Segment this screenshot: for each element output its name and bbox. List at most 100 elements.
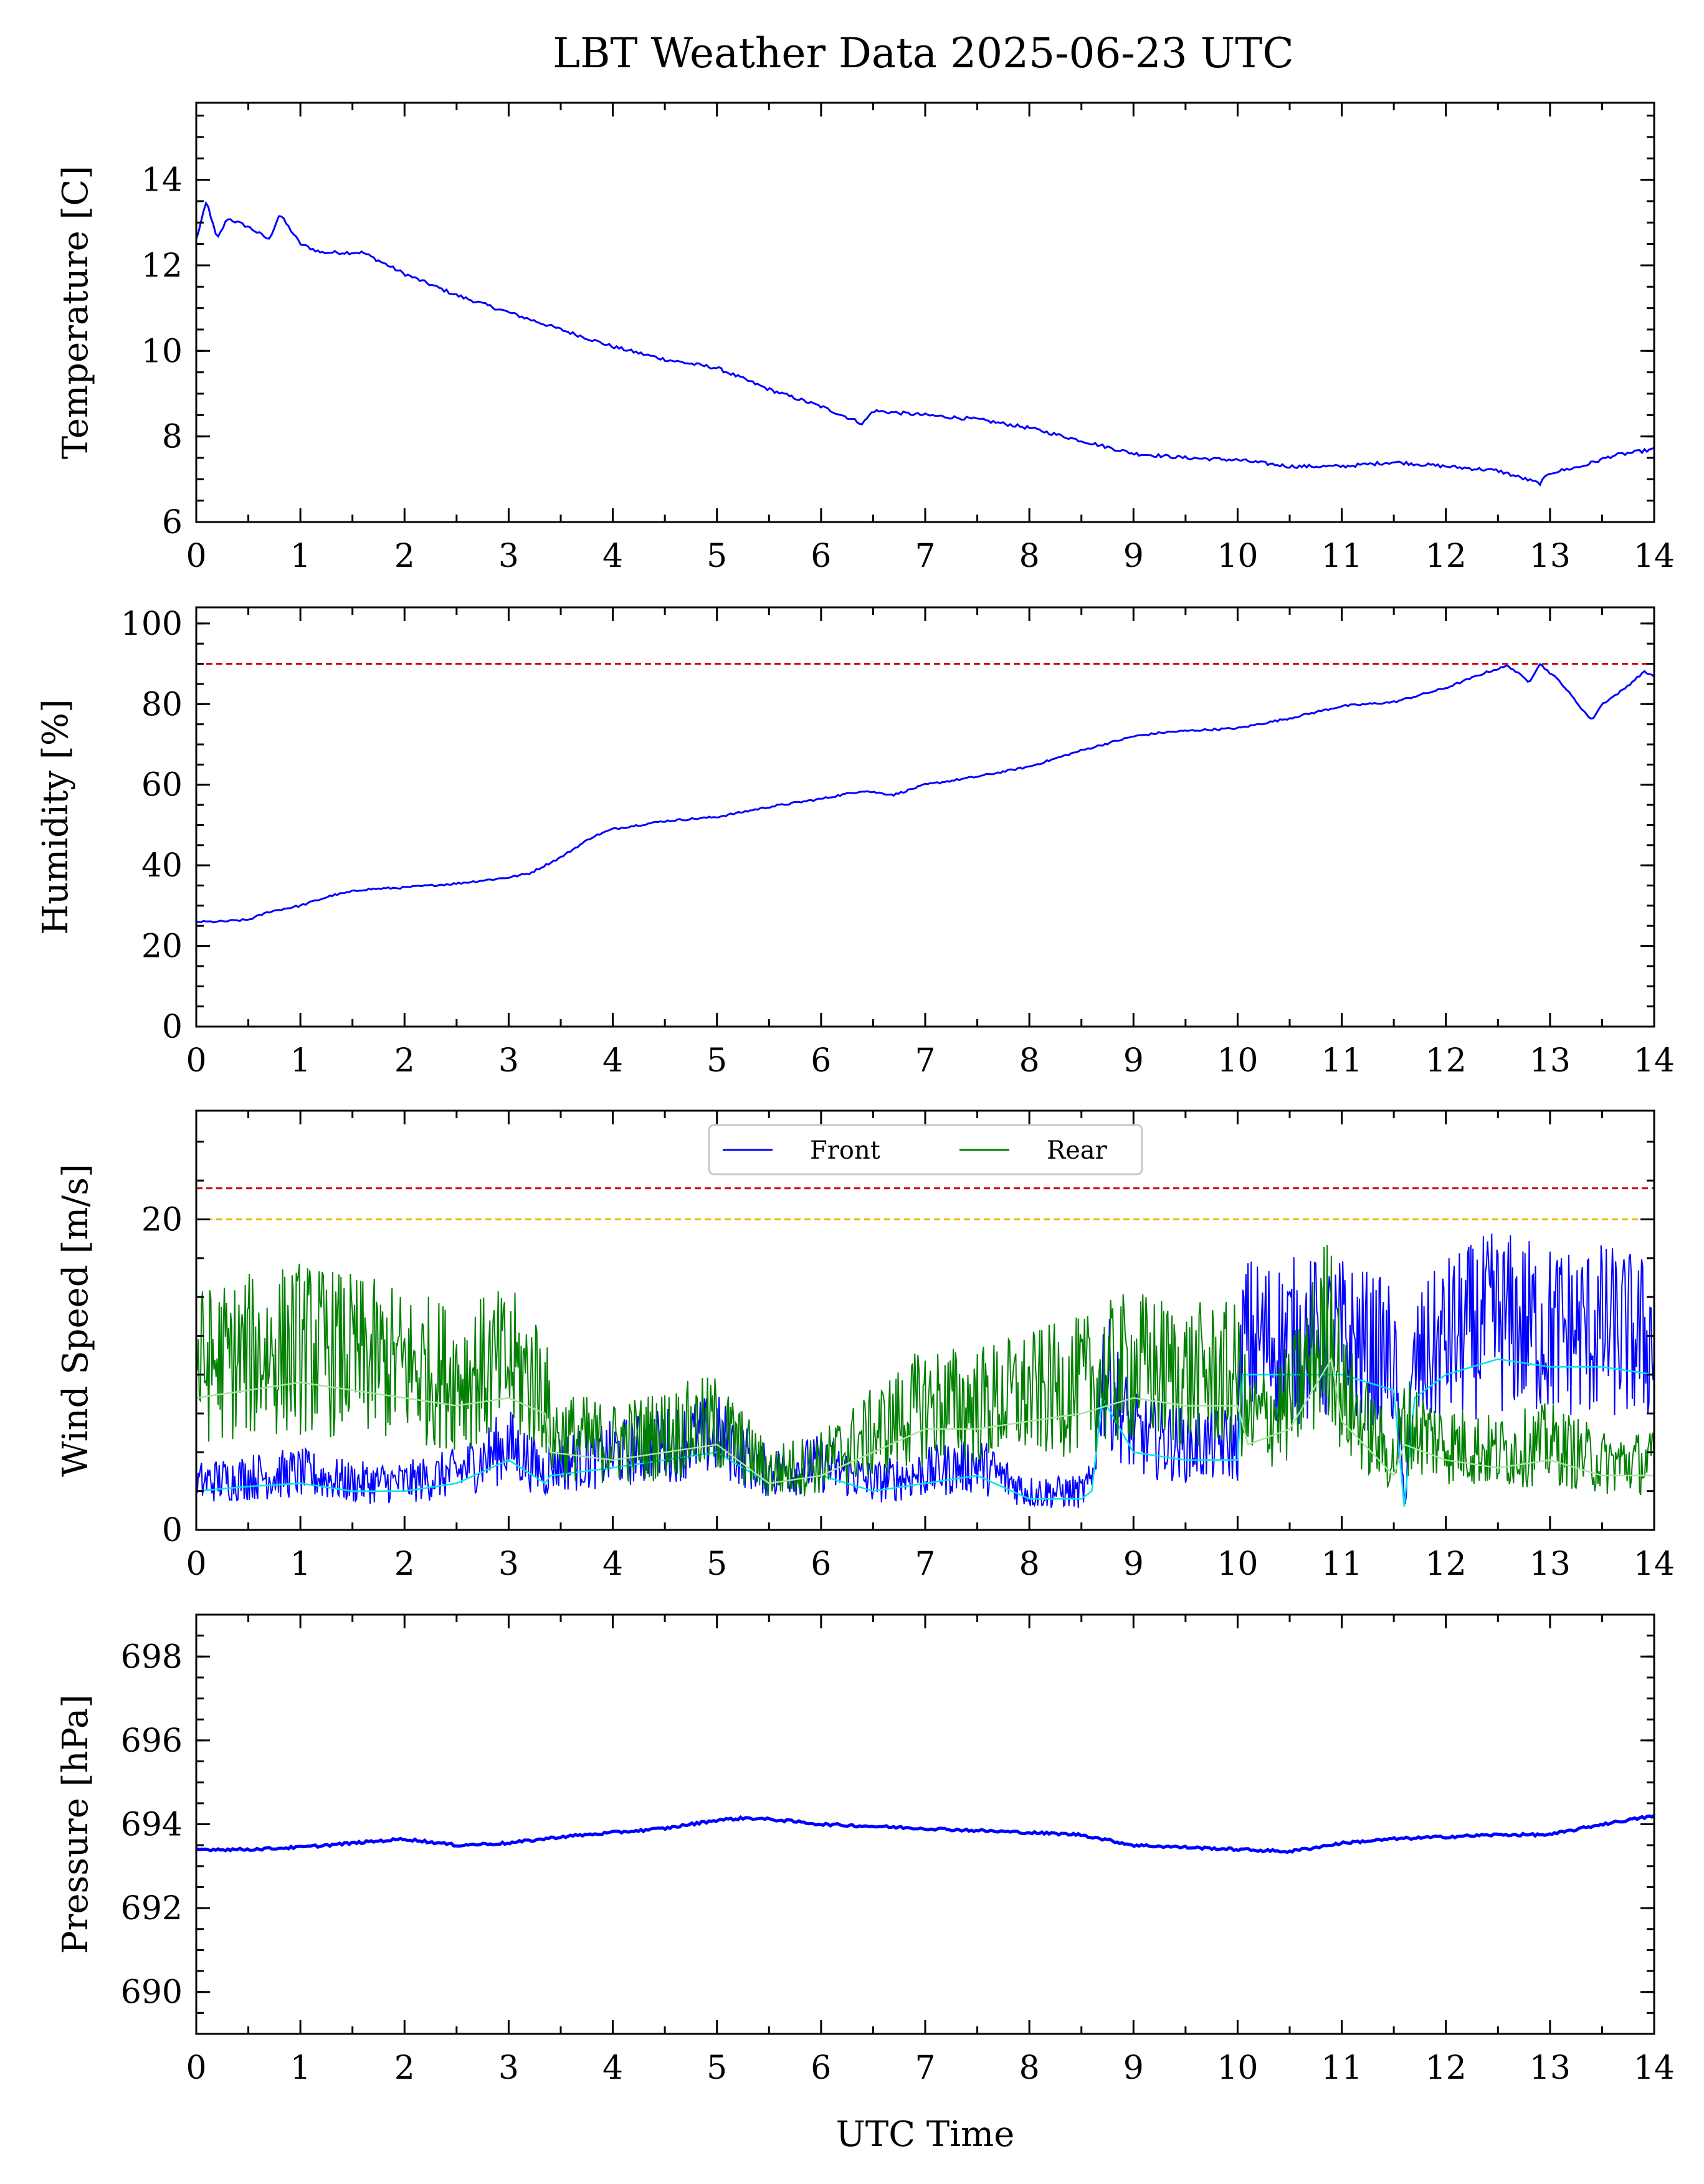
temperature-ytick-label: 10 [141, 333, 183, 370]
pressure-xtick-label: 9 [1123, 2049, 1144, 2087]
wind-speed-plot-area [196, 1187, 1654, 1509]
humidity-ytick-label: 0 [162, 1009, 183, 1046]
wind-speed-xtick-label: 2 [394, 1545, 415, 1583]
pressure-ylabel: Pressure [hPa] [55, 1694, 96, 1954]
humidity-ytick-label: 100 [121, 605, 183, 643]
temperature-ytick-label: 8 [162, 419, 183, 456]
pressure-xtick-label: 10 [1217, 2049, 1258, 2087]
temperature-xtick-label: 12 [1426, 538, 1467, 575]
humidity-xtick-label: 14 [1634, 1042, 1675, 1080]
pressure-xtick-label: 7 [915, 2049, 935, 2087]
wind-speed-xtick-label: 9 [1123, 1545, 1144, 1583]
wind-speed-xtick-label: 14 [1634, 1545, 1675, 1583]
wind-speed-xtick-label: 5 [707, 1545, 727, 1583]
wind-speed-xtick-label: 7 [915, 1545, 935, 1583]
humidity-xtick-label: 5 [707, 1042, 727, 1080]
wind-speed-xtick-label: 10 [1217, 1545, 1258, 1583]
pressure-ytick-label: 698 [121, 1638, 183, 1676]
wind-speed-ytick-label: 20 [141, 1201, 183, 1238]
pressure-ytick-label: 696 [121, 1722, 183, 1760]
temperature-series-line [196, 201, 1654, 487]
humidity-xtick-label: 12 [1426, 1042, 1467, 1080]
temperature-ytick-label: 12 [141, 247, 183, 285]
humidity-xtick-label: 4 [602, 1042, 623, 1080]
pressure-plot-area [196, 1813, 1654, 1854]
pressure-xtick-label: 14 [1634, 2049, 1675, 2087]
humidity-xtick-label: 13 [1530, 1042, 1571, 1080]
pressure-xtick-label: 0 [186, 2049, 206, 2087]
pressure-xtick-label: 13 [1530, 2049, 1571, 2087]
humidity-plot-area [196, 663, 1654, 924]
humidity-ylabel: Humidity [%] [36, 699, 76, 935]
legend-box [708, 1124, 1143, 1175]
wind-speed-xtick-label: 1 [290, 1545, 311, 1583]
pressure-xtick-label: 2 [394, 2049, 415, 2087]
pressure-frame [195, 1613, 1655, 2035]
temperature-xtick-label: 8 [1019, 538, 1040, 575]
wind-speed-xtick-label: 6 [811, 1545, 831, 1583]
wind-speed-ytick-label: 0 [162, 1512, 183, 1549]
temperature-xtick-label: 0 [186, 538, 206, 575]
temperature-xtick-label: 7 [915, 538, 935, 575]
humidity-xtick-label: 1 [290, 1042, 311, 1080]
temperature-xtick-label: 6 [811, 538, 831, 575]
pressure-xtick-label: 11 [1321, 2049, 1362, 2087]
wind-speed-series-front-raw [196, 1233, 1654, 1509]
wind-speed-xtick-label: 4 [602, 1545, 623, 1583]
humidity-xtick-label: 9 [1123, 1042, 1144, 1080]
pressure-ytick-label: 692 [121, 1890, 183, 1927]
temperature-frame [195, 102, 1655, 523]
pressure-xtick-label: 6 [811, 2049, 831, 2087]
temperature-xtick-label: 14 [1634, 538, 1675, 575]
temperature-panel: 0 1 2 3 4 5 6 7 8 9 10 11 12 13 1468101214Temperature … [55, 102, 1675, 575]
pressure-xtick-label: 1 [290, 2049, 311, 2087]
pressure-xlabel: UTC Time [836, 2114, 1015, 2155]
wind-speed-series-rear-raw [196, 1245, 1654, 1497]
humidity-ytick-label: 40 [141, 847, 183, 885]
temperature-xtick-label: 4 [602, 538, 623, 575]
temperature-xtick-label: 10 [1217, 538, 1258, 575]
pressure-ytick-label: 690 [121, 1974, 183, 2011]
wind-speed-xtick-label: 8 [1019, 1545, 1040, 1583]
humidity-xtick-label: 6 [811, 1042, 831, 1080]
wind-speed-ylabel: Wind Speed [m/s] [55, 1164, 96, 1477]
temperature-xtick-label: 9 [1123, 538, 1144, 575]
humidity-ytick-label: 80 [141, 686, 183, 723]
temperature-xtick-label: 1 [290, 538, 311, 575]
humidity-series-line [196, 663, 1654, 924]
wind-speed-legend: Front Rear [708, 1124, 1143, 1175]
wind-speed-xtick-label: 13 [1530, 1545, 1571, 1583]
humidity-ytick-label: 60 [141, 767, 183, 804]
temperature-xtick-label: 2 [394, 538, 415, 575]
panels-group: 0 1 2 3 4 5 6 7 8 9 10 11 12 13 1468101214Temperature … [36, 102, 1675, 2155]
legend-label-front: Front [810, 1136, 880, 1165]
humidity-panel: 0 1 2 3 4 5 6 7 8 9 10 11 12 13 14020406080100Humidity… [36, 605, 1675, 1080]
wind-speed-xtick-label: 0 [186, 1545, 206, 1583]
chart-title: LBT Weather Data 2025-06-23 UTC [553, 29, 1294, 77]
humidity-xtick-label: 3 [498, 1042, 519, 1080]
temperature-ytick-label: 6 [162, 504, 183, 541]
wind-speed-xtick-label: 12 [1426, 1545, 1467, 1583]
temperature-xtick-label: 5 [707, 538, 727, 575]
humidity-xtick-label: 8 [1019, 1042, 1040, 1080]
temperature-ytick-label: 14 [141, 162, 183, 199]
humidity-xtick-label: 0 [186, 1042, 206, 1080]
humidity-xtick-label: 10 [1217, 1042, 1258, 1080]
humidity-xtick-label: 11 [1321, 1042, 1362, 1080]
legend-label-rear: Rear [1047, 1136, 1108, 1165]
pressure-ytick-label: 694 [121, 1807, 183, 1844]
humidity-frame [195, 606, 1655, 1028]
humidity-xtick-label: 7 [915, 1042, 935, 1080]
temperature-xtick-label: 13 [1530, 538, 1571, 575]
pressure-xtick-label: 3 [498, 2049, 519, 2087]
wind-speed-xtick-label: 3 [498, 1545, 519, 1583]
wind-speed-series-rear-mean [196, 1357, 1654, 1484]
pressure-xtick-label: 12 [1426, 2049, 1467, 2087]
temperature-xtick-label: 3 [498, 538, 519, 575]
temperature-ylabel: Temperature [C] [55, 166, 96, 459]
pressure-xtick-label: 8 [1019, 2049, 1040, 2087]
pressure-xtick-label: 5 [707, 2049, 727, 2087]
pressure-panel: 0 1 2 3 4 5 6 7 8 9 10 11 12 13 14690692694696698Press… [55, 1613, 1675, 2155]
